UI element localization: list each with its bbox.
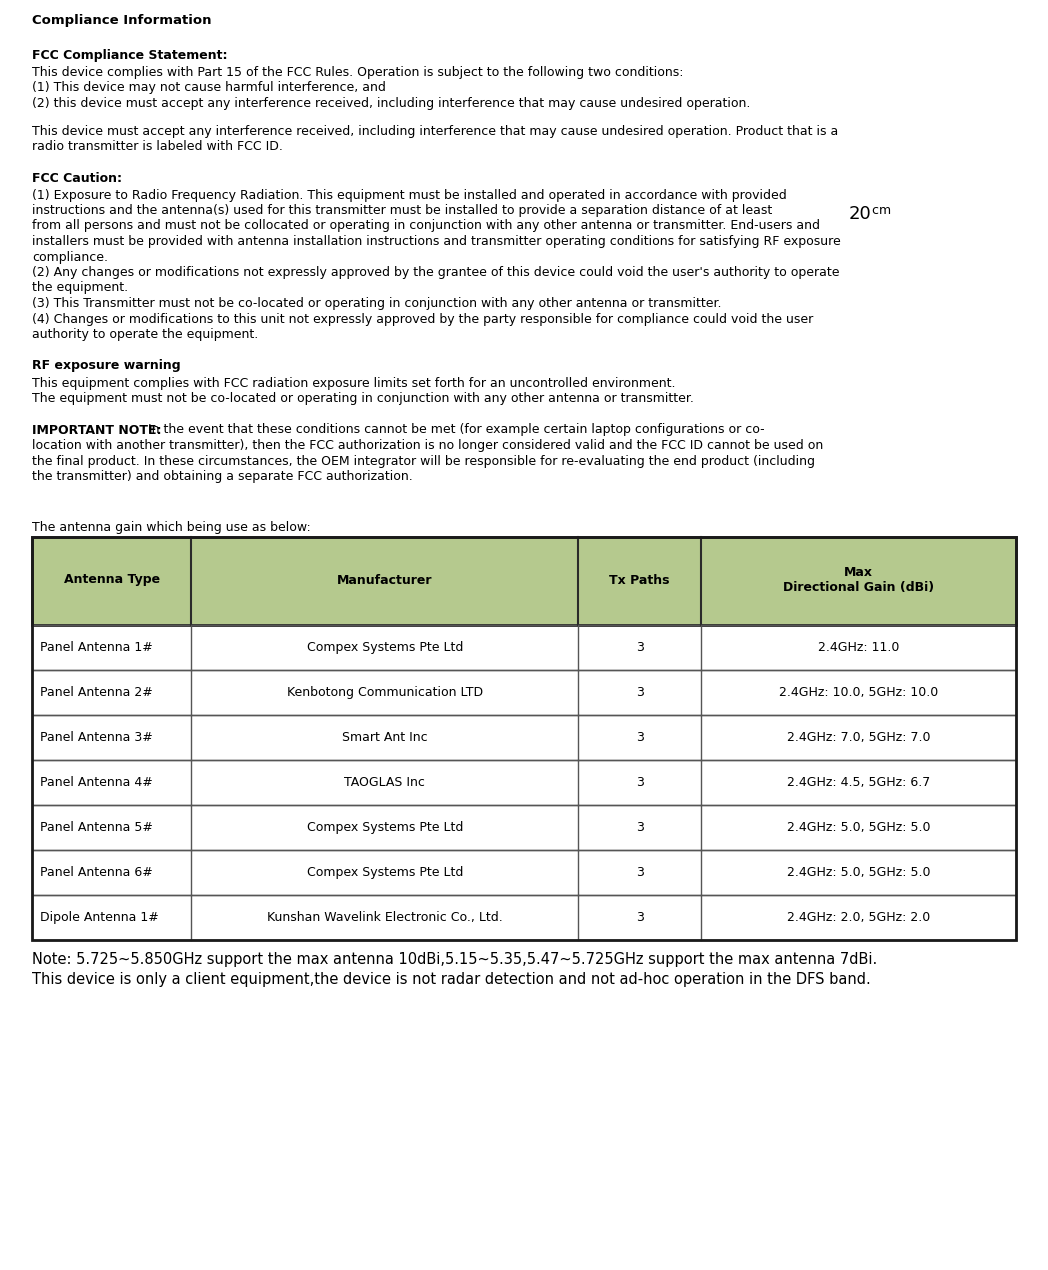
Text: 2.4GHz: 2.0, 5GHz: 2.0: 2.4GHz: 2.0, 5GHz: 2.0: [787, 911, 931, 925]
Text: Kenbotong Communication LTD: Kenbotong Communication LTD: [287, 686, 483, 699]
Text: The antenna gain which being use as below:: The antenna gain which being use as belo…: [32, 522, 311, 535]
Text: (1) Exposure to Radio Frequency Radiation. This equipment must be installed and : (1) Exposure to Radio Frequency Radiatio…: [32, 188, 787, 202]
Bar: [32, 759, 1016, 805]
Bar: [32, 625, 1016, 671]
Text: FCC Compliance Statement:: FCC Compliance Statement:: [32, 50, 227, 62]
Text: Compex Systems Pte Ltd: Compex Systems Pte Ltd: [307, 641, 463, 654]
Bar: [32, 715, 1016, 759]
Text: the equipment.: the equipment.: [32, 282, 128, 295]
Text: 3: 3: [636, 866, 643, 879]
Text: 20: 20: [849, 204, 872, 224]
Text: (1) This device may not cause harmful interference, and: (1) This device may not cause harmful in…: [32, 81, 386, 94]
Text: Panel Antenna 5#: Panel Antenna 5#: [40, 820, 153, 834]
Text: (3) This Transmitter must not be co-located or operating in conjunction with any: (3) This Transmitter must not be co-loca…: [32, 297, 721, 310]
Bar: [32, 895, 1016, 940]
Text: This device must accept any interference received, including interference that m: This device must accept any interference…: [32, 124, 838, 137]
Text: 2.4GHz: 7.0, 5GHz: 7.0: 2.4GHz: 7.0, 5GHz: 7.0: [787, 732, 931, 744]
Text: compliance.: compliance.: [32, 250, 108, 263]
Text: Compex Systems Pte Ltd: Compex Systems Pte Ltd: [307, 866, 463, 879]
Text: This device complies with Part 15 of the FCC Rules. Operation is subject to the : This device complies with Part 15 of the…: [32, 66, 683, 79]
Bar: [32, 671, 1016, 715]
Text: Antenna Type: Antenna Type: [64, 574, 159, 587]
Text: 3: 3: [636, 776, 643, 789]
Text: 3: 3: [636, 641, 643, 654]
Text: the transmitter) and obtaining a separate FCC authorization.: the transmitter) and obtaining a separat…: [32, 470, 413, 483]
Text: 3: 3: [636, 820, 643, 834]
Text: (2) this device must accept any interference received, including interference th: (2) this device must accept any interfer…: [32, 97, 750, 110]
Text: Directional Gain (dBi): Directional Gain (dBi): [783, 582, 934, 594]
Bar: [32, 759, 1016, 805]
Text: Kunshan Wavelink Electronic Co., Ltd.: Kunshan Wavelink Electronic Co., Ltd.: [267, 911, 503, 925]
Text: IMPORTANT NOTE:: IMPORTANT NOTE:: [32, 423, 161, 437]
Text: Panel Antenna 3#: Panel Antenna 3#: [40, 732, 153, 744]
Text: radio transmitter is labeled with FCC ID.: radio transmitter is labeled with FCC ID…: [32, 140, 283, 152]
Text: 2.4GHz: 5.0, 5GHz: 5.0: 2.4GHz: 5.0, 5GHz: 5.0: [787, 866, 931, 879]
Text: Compliance Information: Compliance Information: [32, 14, 212, 27]
Text: Compex Systems Pte Ltd: Compex Systems Pte Ltd: [307, 820, 463, 834]
Text: Panel Antenna 2#: Panel Antenna 2#: [40, 686, 153, 699]
Text: TAOGLAS Inc: TAOGLAS Inc: [345, 776, 425, 789]
Text: cm: cm: [868, 204, 892, 217]
Text: Dipole Antenna 1#: Dipole Antenna 1#: [40, 911, 158, 925]
Text: Tx Paths: Tx Paths: [609, 574, 670, 587]
Text: from all persons and must not be collocated or operating in conjunction with any: from all persons and must not be colloca…: [32, 220, 820, 232]
Bar: [32, 537, 1016, 625]
Text: 3: 3: [636, 911, 643, 925]
Text: This equipment complies with FCC radiation exposure limits set forth for an unco: This equipment complies with FCC radiati…: [32, 376, 676, 390]
Bar: [32, 537, 1016, 625]
Text: location with another transmitter), then the FCC authorization is no longer cons: location with another transmitter), then…: [32, 439, 824, 452]
Text: installers must be provided with antenna installation instructions and transmitt: installers must be provided with antenna…: [32, 235, 840, 248]
Text: authority to operate the equipment.: authority to operate the equipment.: [32, 328, 258, 342]
Text: the final product. In these circumstances, the OEM integrator will be responsibl: the final product. In these circumstance…: [32, 455, 815, 467]
Text: (4) Changes or modifications to this unit not expressly approved by the party re: (4) Changes or modifications to this uni…: [32, 312, 813, 325]
Text: FCC Caution:: FCC Caution:: [32, 171, 122, 184]
Text: Panel Antenna 6#: Panel Antenna 6#: [40, 866, 153, 879]
Bar: [32, 805, 1016, 850]
Bar: [32, 537, 1016, 940]
Bar: [32, 625, 1016, 671]
Bar: [32, 850, 1016, 895]
Text: 3: 3: [636, 686, 643, 699]
Text: 3: 3: [636, 732, 643, 744]
Bar: [32, 895, 1016, 940]
Text: RF exposure warning: RF exposure warning: [32, 359, 180, 372]
Text: Smart Ant Inc: Smart Ant Inc: [342, 732, 428, 744]
Text: 2.4GHz: 5.0, 5GHz: 5.0: 2.4GHz: 5.0, 5GHz: 5.0: [787, 820, 931, 834]
Text: In the event that these conditions cannot be met (for example certain laptop con: In the event that these conditions canno…: [144, 423, 764, 437]
Text: Manufacturer: Manufacturer: [337, 574, 433, 587]
Text: (2) Any changes or modifications not expressly approved by the grantee of this d: (2) Any changes or modifications not exp…: [32, 265, 839, 279]
Text: This device is only a client equipment,the device is not radar detection and not: This device is only a client equipment,t…: [32, 973, 871, 987]
Bar: [32, 850, 1016, 895]
Text: Panel Antenna 4#: Panel Antenna 4#: [40, 776, 153, 789]
Text: The equipment must not be co-located or operating in conjunction with any other : The equipment must not be co-located or …: [32, 392, 694, 405]
Text: 2.4GHz: 4.5, 5GHz: 6.7: 2.4GHz: 4.5, 5GHz: 6.7: [787, 776, 931, 789]
Bar: [32, 805, 1016, 850]
Text: Max: Max: [844, 566, 873, 579]
Text: Panel Antenna 1#: Panel Antenna 1#: [40, 641, 153, 654]
Text: Note: 5.725~5.850GHz support the max antenna 10dBi,5.15~5.35,5.47~5.725GHz suppo: Note: 5.725~5.850GHz support the max ant…: [32, 952, 877, 966]
Bar: [32, 715, 1016, 759]
Text: 2.4GHz: 11.0: 2.4GHz: 11.0: [817, 641, 899, 654]
Bar: [32, 671, 1016, 715]
Text: instructions and the antenna(s) used for this transmitter must be installed to p: instructions and the antenna(s) used for…: [32, 204, 777, 217]
Text: 2.4GHz: 10.0, 5GHz: 10.0: 2.4GHz: 10.0, 5GHz: 10.0: [779, 686, 938, 699]
